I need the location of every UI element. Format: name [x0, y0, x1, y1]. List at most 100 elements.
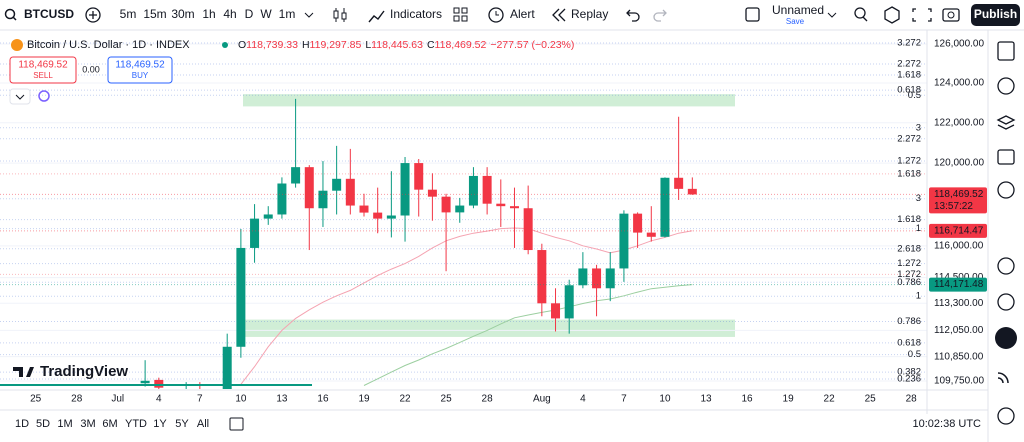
price-label: 118,469.52: [934, 189, 984, 200]
range[interactable]: YTD: [125, 418, 147, 430]
candle-body: [496, 203, 506, 207]
interval[interactable]: 30m: [171, 7, 194, 21]
notifications-icon[interactable]: [997, 407, 1015, 425]
undo[interactable]: [626, 9, 640, 22]
target-icon[interactable]: [997, 257, 1015, 275]
add-symbol-plus: [89, 11, 97, 19]
range[interactable]: 1D: [15, 418, 29, 430]
symbol[interactable]: BTCUSD: [24, 7, 74, 21]
range[interactable]: 1M: [57, 418, 72, 430]
candle-body: [523, 208, 533, 251]
range[interactable]: 3M: [80, 418, 95, 430]
legend-collapse[interactable]: [9, 88, 31, 105]
countdown: 13:57:22: [934, 201, 973, 212]
legend-collapse-chevron: [15, 94, 25, 100]
search-icon[interactable]: [4, 8, 16, 20]
indicator-icon[interactable]: [38, 90, 50, 102]
x-tick-label: 25: [441, 394, 453, 405]
alert[interactable]: Alert: [510, 7, 535, 21]
indicators[interactable]: Indicators: [390, 7, 442, 21]
candle-body: [250, 218, 260, 248]
y-tick-label: 120,000.00: [934, 158, 984, 169]
interval[interactable]: 1m: [279, 7, 296, 21]
tv-logo-mark: [13, 367, 34, 377]
indicators-icon[interactable]: [368, 10, 385, 23]
candle-body: [263, 214, 273, 219]
replay-icon[interactable]: [552, 8, 566, 22]
chat-icon[interactable]: [997, 149, 1015, 165]
layout-chevron[interactable]: [827, 12, 837, 18]
quick-search[interactable]: [854, 7, 866, 19]
stream-icon[interactable]: [997, 372, 1009, 384]
spread: 0.00: [82, 64, 100, 74]
price-label-bg: [929, 223, 987, 238]
range[interactable]: 1Y: [153, 418, 167, 430]
x-tick-label: 10: [235, 394, 247, 405]
add-symbol[interactable]: [85, 7, 101, 23]
candle-body: [154, 379, 164, 388]
fib-label: 0.5: [908, 90, 921, 101]
x-tick-label: 7: [197, 394, 203, 405]
layers-icon[interactable]: [996, 115, 1016, 130]
settings[interactable]: [884, 6, 900, 24]
interval[interactable]: D: [245, 7, 254, 21]
apps-icon[interactable]: [995, 327, 1017, 349]
interval[interactable]: 15m: [143, 7, 166, 21]
candle-body: [400, 163, 410, 216]
x-tick-label: 28: [71, 394, 83, 405]
legend-title: Bitcoin / U.S. Dollar · 1D · INDEX: [27, 39, 190, 51]
range[interactable]: 6M: [102, 418, 117, 430]
interval-chevron[interactable]: [304, 12, 314, 18]
save[interactable]: Save: [786, 17, 805, 26]
layout-icon: [461, 7, 468, 14]
fib-label: 0.5: [908, 349, 921, 360]
interval[interactable]: 1h: [202, 7, 215, 21]
fib-label: 0.618: [897, 85, 921, 96]
ohlc-change: −277.57 (−0.23%): [490, 39, 574, 51]
help-icon[interactable]: [997, 293, 1015, 311]
x-tick-label: 10: [659, 394, 671, 405]
ohlc-key: H: [302, 39, 310, 51]
watchlist-icon[interactable]: [997, 41, 1015, 61]
sell-button[interactable]: [9, 56, 77, 84]
fib-label: 2.618: [897, 243, 921, 254]
fib-label: 1.618: [897, 168, 921, 179]
snapshot-lens: [947, 11, 955, 19]
range[interactable]: 5D: [36, 418, 50, 430]
redo[interactable]: [653, 9, 667, 22]
ideas-icon[interactable]: [997, 181, 1015, 199]
layout-checkbox[interactable]: [745, 7, 760, 22]
sell-price[interactable]: 118,469.52: [18, 60, 68, 71]
range[interactable]: 5Y: [175, 418, 189, 430]
fib-label: 3: [916, 193, 921, 204]
layout-name[interactable]: Unnamed: [772, 3, 824, 17]
fib-label: 1.272: [897, 156, 921, 167]
publish[interactable]: Publish: [974, 7, 1017, 21]
interval[interactable]: 4h: [223, 7, 236, 21]
alert-icon[interactable]: [488, 7, 504, 23]
alerts-icon[interactable]: [997, 77, 1015, 95]
layout-icon[interactable]: [453, 7, 460, 14]
publish-button[interactable]: [971, 4, 1020, 26]
goto-date[interactable]: [229, 417, 244, 431]
price-label-bg: [929, 277, 987, 292]
buy-button[interactable]: [107, 56, 173, 84]
price-label: 116,714.47: [934, 225, 984, 236]
replay[interactable]: Replay: [571, 7, 608, 21]
buy-label[interactable]: BUY: [132, 71, 149, 80]
price-label-bg: [929, 187, 987, 214]
buy-price[interactable]: 118,469.52: [115, 60, 165, 71]
x-tick-label: Jul: [111, 394, 124, 405]
sell-label[interactable]: SELL: [33, 71, 53, 80]
range[interactable]: All: [197, 418, 209, 430]
interval[interactable]: 5m: [120, 7, 137, 21]
snapshot[interactable]: [942, 8, 960, 22]
candle-body: [386, 215, 396, 219]
fib-label: 1: [916, 291, 921, 302]
candle-body: [168, 415, 177, 416]
candle-body: [427, 189, 437, 197]
fullscreen[interactable]: [912, 8, 932, 22]
interval[interactable]: W: [260, 7, 272, 21]
